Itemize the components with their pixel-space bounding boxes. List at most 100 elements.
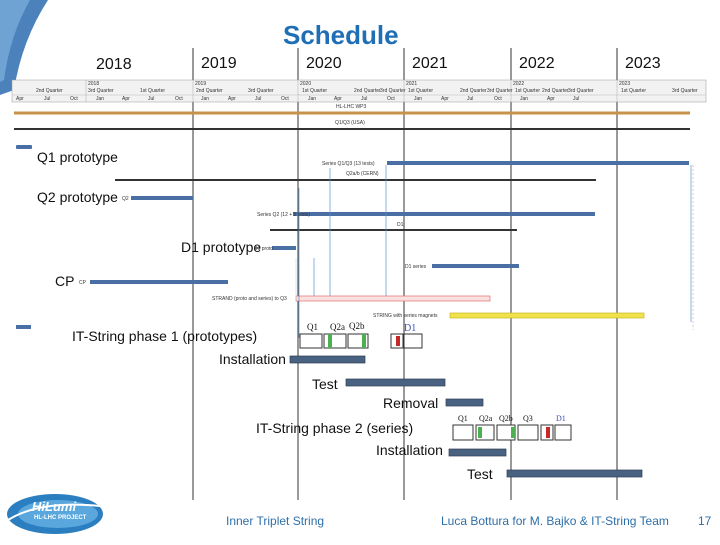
removal-label: Removal	[383, 395, 439, 411]
magnet-label-q3-2: Q3	[523, 414, 533, 423]
schedule-bars	[289, 355, 643, 478]
gantt-header	[11, 79, 707, 103]
string-proto-bar	[16, 325, 31, 329]
gantt-header-dividers	[85, 80, 618, 102]
gh-quarter: 2nd Quarter	[542, 88, 569, 94]
gh-quarter: 2nd Quarter	[460, 88, 487, 94]
magnet-string-1	[299, 333, 423, 349]
gantt-row-q2ab: Q2a/b (CERN)	[346, 171, 379, 177]
d1-series-bar	[432, 264, 519, 268]
corner-swoosh-light	[0, 0, 30, 82]
gh-quarter: 1st Quarter	[302, 88, 328, 94]
magnet-label-q2a-2: Q2a	[479, 414, 493, 423]
year-label-2021: 2021	[412, 55, 448, 72]
gantt-row-string-series: STRING with series magnets	[373, 313, 438, 319]
gh-quarter: 1st Quarter	[408, 88, 434, 94]
gh-year-2023: 2023	[619, 81, 631, 87]
year-label-2022: 2022	[519, 55, 555, 72]
gh-year-2019: 2019	[195, 81, 207, 87]
gantt-row-d1: D1	[397, 222, 404, 228]
gh-month: Apr	[334, 96, 342, 102]
gh-year-2021: 2021	[406, 81, 418, 87]
magnet-label-q1-1: Q1	[307, 322, 318, 332]
gh-month: Oct	[281, 96, 289, 102]
gh-month: Oct	[70, 96, 78, 102]
gantt-row-q2-tag: Q2	[122, 196, 129, 202]
gh-quarter: 3rd Quarter	[380, 88, 406, 94]
magnet-label-q2b-2: Q2b	[499, 414, 513, 423]
year-label-2020: 2020	[306, 55, 342, 72]
test2-bar	[506, 469, 643, 478]
footer-left: Inner Triplet String	[226, 514, 325, 528]
magnet-label-q2a-1: Q2a	[330, 322, 345, 332]
gantt-connectors	[298, 165, 692, 338]
gantt-row-d1-tag: D1 proto	[254, 246, 274, 252]
gh-month: Apr	[122, 96, 130, 102]
year-label-2023: 2023	[625, 55, 661, 72]
d1-prototype-bar	[272, 246, 296, 250]
gh-quarter: 1st Quarter	[621, 88, 647, 94]
gh-month: Oct	[494, 96, 502, 102]
q1-prototype-label: Q1 prototype	[37, 149, 118, 165]
gh-quarter: 2nd Quarter	[354, 88, 381, 94]
magnet-label-q2b-1: Q2b	[349, 321, 365, 331]
gh-quarter: 2nd Quarter	[196, 88, 223, 94]
gh-month: Jul	[44, 96, 51, 102]
q1-prototype-bar	[16, 145, 32, 149]
gantt-bars	[16, 145, 689, 329]
gantt-row-strand: STRAND (proto and series) to Q3	[212, 296, 287, 302]
gantt-row-d1-series: D1 series	[405, 264, 427, 270]
hilumi-logo	[7, 494, 103, 534]
footer-right: Luca Bottura for M. Bajko & IT-String Te…	[441, 514, 669, 528]
gantt-row-hl-lhc: HL-LHC WP3	[336, 104, 367, 110]
logo-sub: HL-LHC PROJECT	[34, 515, 87, 521]
gh-month: Apr	[441, 96, 449, 102]
strand-bar	[295, 295, 491, 302]
gh-year-2018: 2018	[88, 81, 100, 87]
slide-title: Schedule	[283, 20, 399, 50]
gh-month: Jan	[201, 96, 210, 102]
gh-quarter: 3rd Quarter	[88, 88, 114, 94]
gh-year-2020: 2020	[300, 81, 312, 87]
gh-month: Jul	[573, 96, 580, 102]
gh-month: Oct	[387, 96, 395, 102]
gh-month: Apr	[228, 96, 236, 102]
gantt-row-series-q2: Series Q2 (12 + 5 tests)	[257, 212, 310, 218]
installation1-label: Installation	[219, 351, 286, 367]
gh-month: Jan	[414, 96, 423, 102]
gh-quarter: 1st Quarter	[515, 88, 541, 94]
magnet-string-2	[452, 424, 572, 441]
installation2-bar	[448, 448, 507, 457]
d1-prototype-label: D1 prototype	[181, 239, 262, 255]
installation2-label: Installation	[376, 442, 443, 458]
test1-label: Test	[312, 376, 338, 392]
q2-prototype-bar	[131, 196, 193, 200]
gh-quarter: 3rd Quarter	[487, 88, 513, 94]
phase2-label: IT-String phase 2 (series)	[256, 420, 414, 436]
magnet-label-q1-2: Q1	[458, 414, 468, 423]
gh-month: Jan	[96, 96, 105, 102]
gh-month: Jul	[148, 96, 155, 102]
series-q2-bar	[293, 212, 595, 216]
gantt-row-cp-tag: CP	[79, 280, 86, 286]
string-series-bar	[449, 312, 645, 319]
gantt-row-series-q1q3: Series Q1/Q3 (13 tests)	[322, 161, 375, 167]
gh-month: Jul	[255, 96, 262, 102]
test1-bar	[345, 378, 446, 387]
gh-quarter: 3rd Quarter	[568, 88, 594, 94]
gh-month: Oct	[175, 96, 183, 102]
gh-month: Jul	[361, 96, 368, 102]
phase1-label: IT-String phase 1 (prototypes)	[72, 328, 258, 344]
gh-month: Apr	[547, 96, 555, 102]
gh-quarter: 1st Quarter	[140, 88, 166, 94]
gh-month: Apr	[16, 96, 24, 102]
page-number: 17	[698, 514, 712, 528]
magnet-label-d1-1: D1	[404, 323, 417, 334]
series-q1q3-bar	[387, 161, 689, 165]
gh-year-2022: 2022	[513, 81, 525, 87]
q2-prototype-label: Q2 prototype	[37, 189, 118, 205]
year-label-2019: 2019	[201, 55, 237, 72]
gh-quarter: 3rd Quarter	[248, 88, 274, 94]
